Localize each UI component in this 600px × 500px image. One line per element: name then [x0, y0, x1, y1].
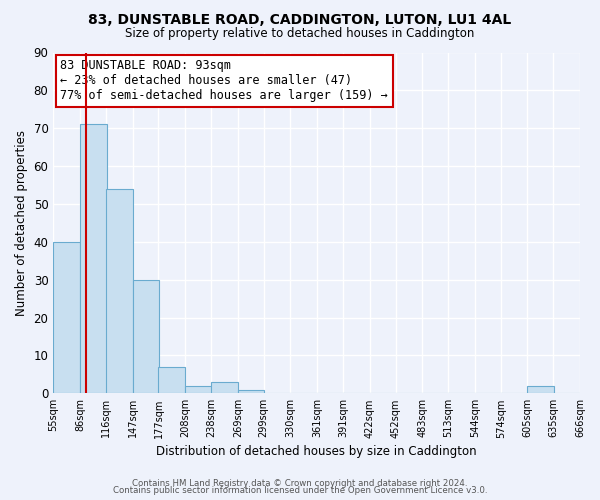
Bar — [80, 124, 107, 394]
Bar — [133, 280, 160, 394]
Bar — [238, 390, 265, 394]
Bar — [53, 242, 80, 394]
Text: 83, DUNSTABLE ROAD, CADDINGTON, LUTON, LU1 4AL: 83, DUNSTABLE ROAD, CADDINGTON, LUTON, L… — [88, 12, 512, 26]
Bar — [185, 386, 212, 394]
Text: Contains HM Land Registry data © Crown copyright and database right 2024.: Contains HM Land Registry data © Crown c… — [132, 478, 468, 488]
Y-axis label: Number of detached properties: Number of detached properties — [15, 130, 28, 316]
Bar — [158, 367, 185, 394]
Text: Size of property relative to detached houses in Caddington: Size of property relative to detached ho… — [125, 28, 475, 40]
Bar — [211, 382, 238, 394]
Bar — [527, 386, 554, 394]
Bar — [106, 189, 133, 394]
Text: 83 DUNSTABLE ROAD: 93sqm
← 23% of detached houses are smaller (47)
77% of semi-d: 83 DUNSTABLE ROAD: 93sqm ← 23% of detach… — [60, 60, 388, 102]
Text: Contains public sector information licensed under the Open Government Licence v3: Contains public sector information licen… — [113, 486, 487, 495]
X-axis label: Distribution of detached houses by size in Caddington: Distribution of detached houses by size … — [157, 444, 477, 458]
